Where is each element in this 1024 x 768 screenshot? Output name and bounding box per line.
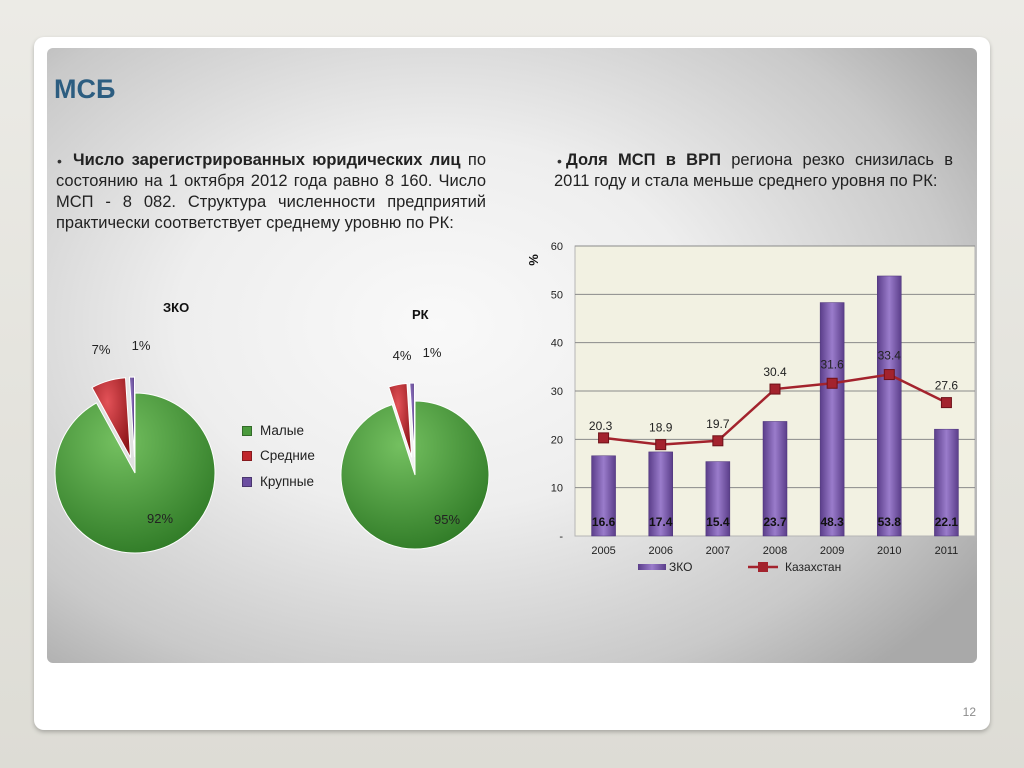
x-tick-label: 2009 [820,545,844,557]
line-marker [826,377,838,389]
y-axis-label: % [526,254,541,266]
line-value-label: 19.7 [706,417,730,431]
x-tick-label: 2010 [877,545,901,557]
legend-item-medium: Средние [242,448,315,463]
pie-data-label: 7% [92,342,111,357]
slide-title: МСБ [54,74,116,104]
y-tick-label: - [559,531,563,543]
line-value-label: 20.3 [589,419,613,433]
right-bullet-bold: Доля МСП в ВРП [566,151,721,169]
bar-value-label: 17.4 [649,515,673,529]
y-tick-label: 50 [551,289,563,301]
page-number: 12 [962,705,976,719]
line-value-label: 30.4 [763,365,787,379]
line-marker [598,432,610,444]
left-bullet-bold-a: Число з [73,151,140,169]
bar [648,451,673,537]
x-tick-label: 2007 [706,545,730,557]
pie-data-label: 95% [434,512,460,527]
legend-label-small: Малые [260,423,304,438]
bar [877,275,902,537]
legend-swatch-large [242,477,252,488]
pie-slice-Малые [54,392,216,554]
pie-title-rk: РК [412,307,429,322]
legend-label-medium: Средние [260,448,315,463]
pie-title-zko: ЗКО [163,300,190,315]
legend-swatch-small [242,426,252,437]
bar-value-label: 53.8 [878,515,902,529]
line-marker [769,383,781,395]
y-tick-label: 60 [551,241,563,253]
bullet-marker: • [57,153,62,169]
line-value-label: 31.6 [820,357,844,371]
y-tick-label: 20 [551,434,563,446]
bar [819,302,845,537]
legend-swatch-medium [242,451,252,462]
pie-chart-zko: 92% 7% 1% [54,338,216,554]
legend-item-small: Малые [242,423,304,438]
pie-data-label: 4% [393,348,412,363]
line-value-label: 27.6 [935,379,959,393]
bar-value-label: 23.7 [763,515,787,529]
pie-data-label: 92% [147,511,173,526]
legend-label-large: Крупные [260,474,314,489]
bar-value-label: 16.6 [592,515,616,529]
line-marker [883,369,895,381]
bar-value-label: 15.4 [706,515,730,529]
line-marker [655,439,667,451]
legend-swatch-zko [638,564,666,570]
left-bullet-text: Число зарегистрированных юридических лиц… [56,150,486,234]
bar-value-label: 22.1 [935,515,959,529]
pie-data-label: 1% [423,345,442,360]
y-tick-label: 10 [551,483,563,495]
pie-slice-Средние [91,377,132,458]
pie-slice-Крупные [409,382,415,458]
x-tick-label: 2008 [763,545,787,557]
legend-label-kazakhstan: Казахстан [785,560,841,574]
bar [934,428,959,537]
line-marker [712,435,724,447]
legend-label-zko: ЗКО [669,560,692,574]
pie-data-label: 1% [132,338,151,353]
pie-slice-Крупные [128,376,135,458]
x-tick-label: 2006 [648,545,672,557]
pie-slice-Малые [340,400,490,550]
bar-line-chart: - 10 20 30 40 50 60% 16.6 17.4 15.4 23.7 48.3 53.8 22… [526,241,976,574]
line-marker [940,397,952,409]
x-tick-label: 2011 [935,545,959,557]
pie-slice-Средние [388,382,413,458]
bar-value-label: 48.3 [820,515,844,529]
legend-item-large: Крупные [242,474,314,489]
line-value-label: 18.9 [649,421,673,435]
left-bullet-bold-b: арегистрированных юридических лиц [139,151,461,169]
y-tick-label: 40 [551,338,563,350]
bar [591,455,616,537]
line-value-label: 33.4 [878,349,902,363]
y-tick-label: 30 [551,386,563,398]
x-tick-label: 2005 [591,545,615,557]
left-bullet-body: по состоянию на 1 октября 2012 года равн… [56,151,487,232]
right-bullet-body: региона резко снизилась в 2011 году и ст… [554,151,953,190]
right-bullet-text: Доля МСП в ВРП региона резко снизилась в… [554,150,953,192]
bar [705,461,731,537]
bullet-marker: • [557,153,562,169]
legend-marker-kazakhstan [758,562,768,572]
pie-chart-rk: 95% 4% 1% [340,345,490,550]
bar [762,421,788,537]
